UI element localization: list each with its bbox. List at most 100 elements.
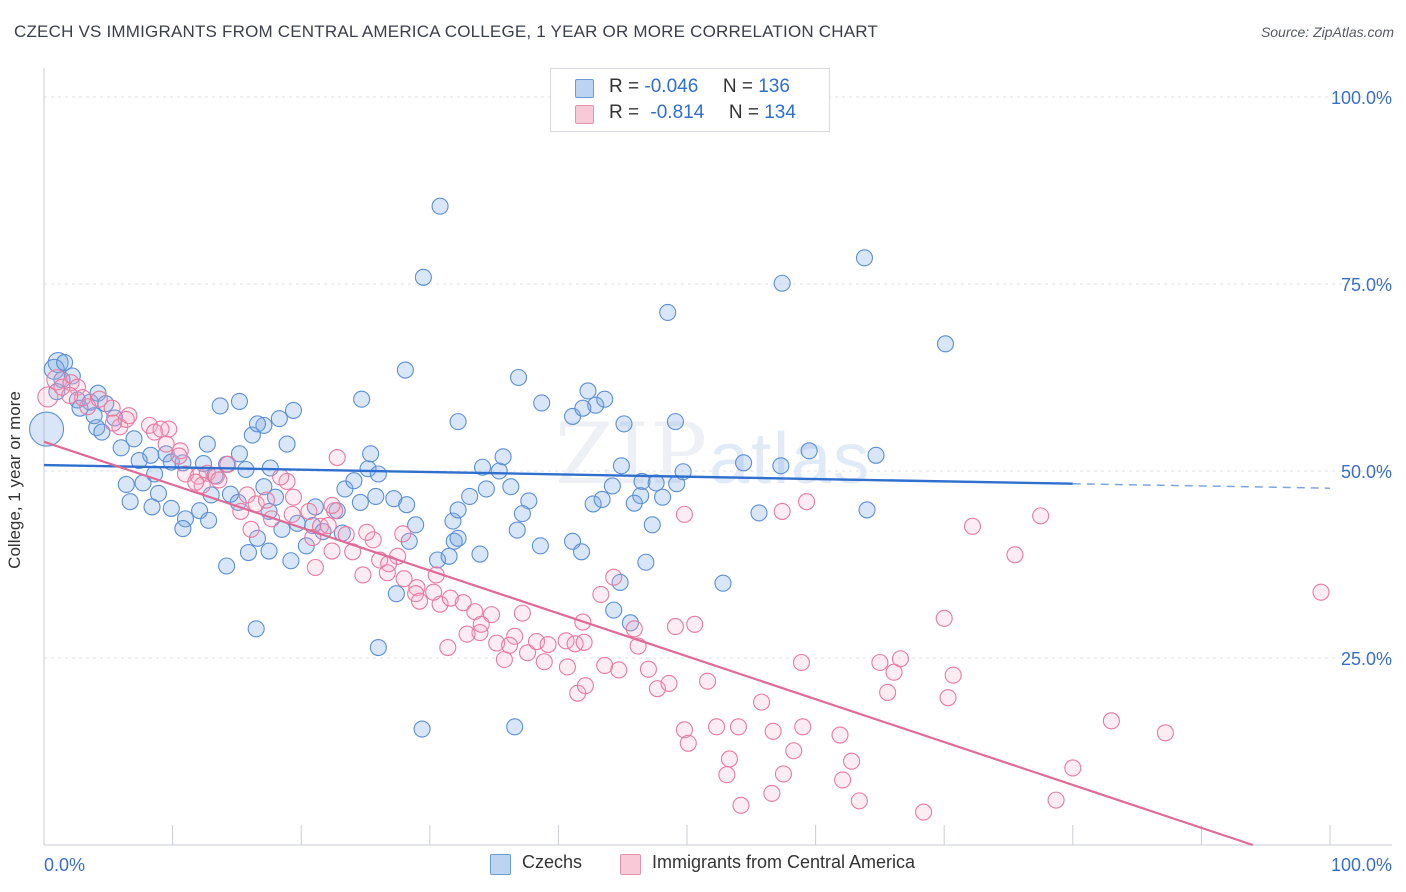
czechs-point [162,499,180,517]
immigrants-point [592,585,610,603]
czechs-point [449,413,467,431]
immigrants-point [535,653,553,671]
immigrants-point [871,653,889,672]
bottom-czechs-swatch [490,854,511,875]
czechs-point [603,477,621,495]
immigrants-point [441,589,459,607]
immigrants-point [104,414,122,432]
immigrants-point [103,399,121,417]
immigrants-point [283,505,301,523]
immigrants-point [410,592,429,610]
czechs-point [198,435,216,453]
immigrants-stats: R = -0.814 N = 134 [609,102,796,124]
czechs-point [387,585,405,603]
immigrants-point [117,410,135,428]
immigrants-point [488,634,506,652]
czechs-point [282,552,300,570]
czechs-point [243,426,261,444]
czechs-point [615,415,633,433]
czechs-point [260,542,278,560]
x-tick-label: 0.0% [44,855,85,875]
correlation-legend: R = -0.046 N = 136 R = -0.814 N = 134 [550,68,830,132]
bottom-immigrants-swatch [620,854,641,875]
czechs-point [56,353,74,372]
czechs-point [121,493,139,511]
czechs-point [461,487,479,505]
czechs-point [117,475,135,494]
czechs-point [643,516,661,534]
immigrants-point [720,750,738,768]
immigrants-point [395,570,413,588]
watermark-atlas: atlas [709,419,872,499]
czechs-point [247,620,265,638]
czechs-point [266,488,285,506]
y-tick-label: 50.0% [1341,462,1392,482]
x-tick-label: 100.0% [1331,855,1392,875]
czechs-point [218,557,236,575]
immigrants-point [625,620,643,638]
czechs-point [369,638,387,657]
immigrants-point [610,661,628,679]
immigrants-point [328,448,346,467]
czechs-point [278,435,296,453]
immigrants-point [566,635,584,653]
czechs-point [735,454,753,472]
czechs-point [359,460,377,478]
czechs-point [509,368,528,387]
immigrants-point [90,390,108,408]
czechs-point [449,501,467,519]
immigrants-point [718,766,736,784]
czechs-point [230,445,249,463]
czechs-point [533,394,551,412]
immigrants-point [798,493,816,511]
czechs-point [612,457,630,475]
immigrants-point [605,568,623,586]
immigrants-point [699,672,717,690]
czechs-point [477,480,495,498]
czechs-point [508,521,526,539]
czechs-point [666,413,684,431]
immigrants-point [939,689,957,707]
czechs-point [353,390,371,408]
immigrants-point [834,771,852,789]
czechs-point [513,505,531,523]
czechs-point [143,498,161,516]
czechs-point [506,718,524,736]
immigrants-point [61,386,79,405]
bottom-czechs-label: Czechs [522,852,583,872]
czechs-point [200,511,218,529]
immigrants-point [425,583,443,601]
immigrants-point [774,765,793,783]
immigrants-point [708,718,726,736]
czechs-point [605,601,623,619]
immigrants-point [272,468,290,486]
immigrants-point [284,488,303,506]
immigrants-point [785,742,803,760]
immigrants-point [358,523,376,541]
czechs-point [750,504,768,522]
source-label: Source: ZipAtlas.com [1260,24,1394,40]
czechs-point [407,516,425,534]
immigrants-point [794,718,812,736]
immigrants-point [763,784,781,802]
immigrants-point [219,455,237,473]
immigrants-point [639,660,657,678]
immigrants-point [506,627,524,645]
czechs-point [867,446,885,464]
immigrants-point [500,636,519,654]
czechs-point [270,410,288,428]
immigrants-point [257,491,276,509]
immigrants-point [472,615,490,633]
czechs-point [63,367,81,385]
immigrants-point [660,674,678,692]
czechs-point [351,493,369,511]
czechs-point [413,720,431,738]
immigrants-point [408,579,426,597]
immigrants-point [557,632,575,650]
czechs-point [490,462,508,480]
czechs-point [230,392,249,410]
immigrants-point [495,650,513,669]
czechs-point [855,249,874,267]
czechs-point [596,390,614,408]
